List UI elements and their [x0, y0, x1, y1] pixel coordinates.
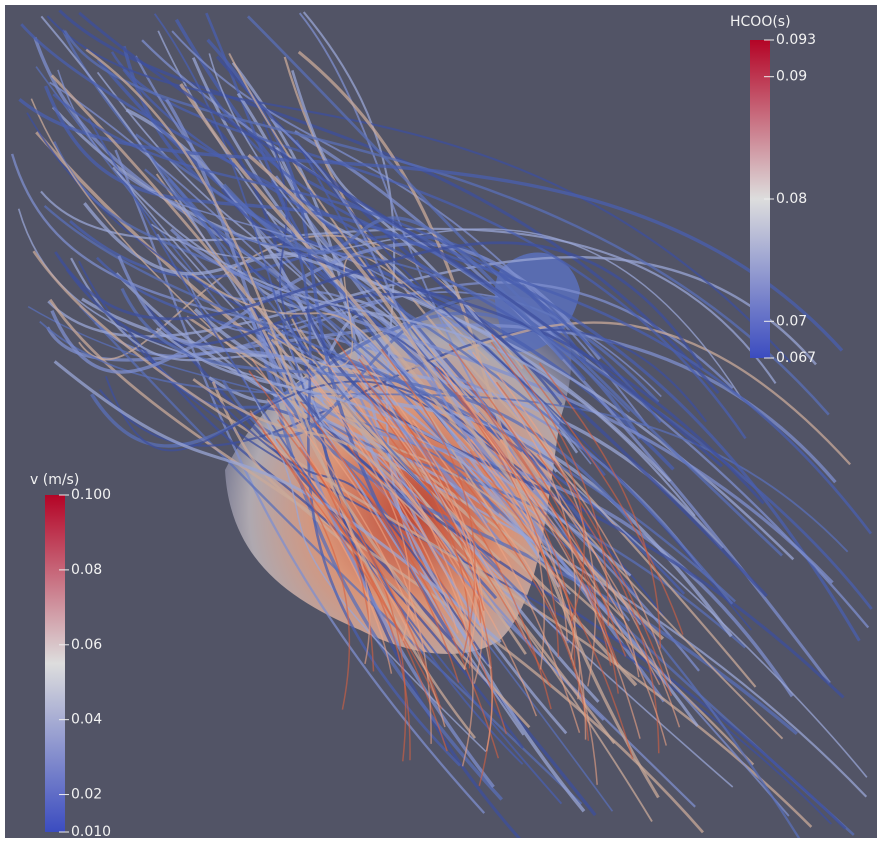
- tick-label: 0.100: [71, 487, 111, 503]
- tick-label: 0.08: [71, 562, 102, 578]
- tick-label: 0.04: [71, 712, 102, 728]
- colorbar-title: v (m/s): [30, 472, 79, 488]
- tick-label: 0.093: [776, 32, 816, 48]
- tick-label: 0.010: [71, 824, 111, 840]
- tick-label: 0.09: [776, 69, 807, 85]
- tick-label: 0.067: [776, 350, 816, 366]
- tick-label: 0.07: [776, 313, 807, 329]
- viewport: HCOO(s) 0.067 0.07 0.08 0.09 0.093 v (m/s) 0…: [0, 0, 882, 843]
- colorbar-scale: [45, 495, 65, 832]
- tick-label: 0.02: [71, 787, 102, 803]
- colorbar-title: HCOO(s): [730, 14, 791, 30]
- tick-label: 0.06: [71, 637, 102, 653]
- tick-label: 0.08: [776, 191, 807, 207]
